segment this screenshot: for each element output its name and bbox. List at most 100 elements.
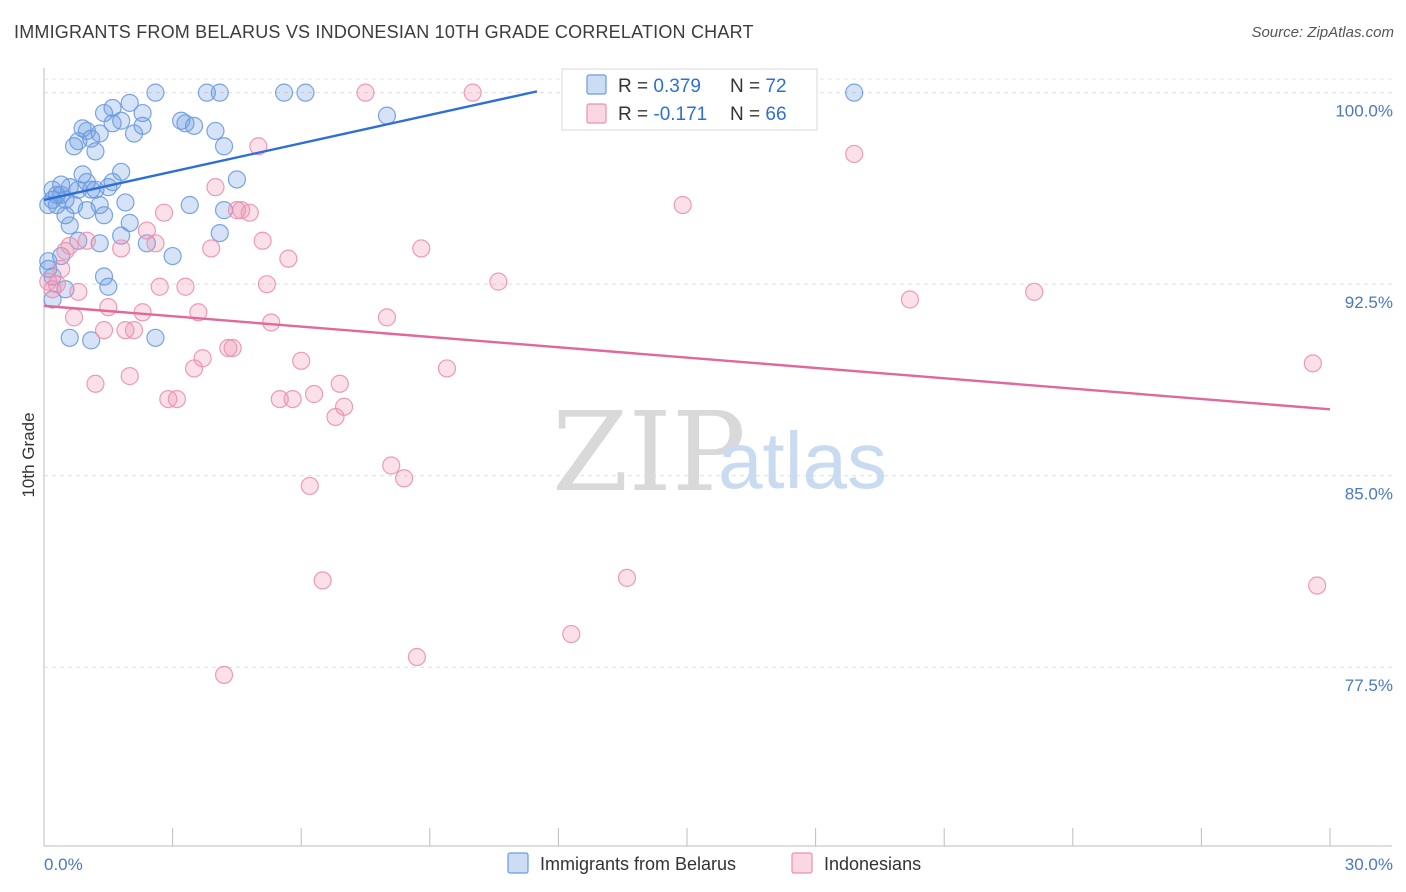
belarus-point: [94, 206, 114, 225]
belarus-point: [60, 216, 79, 235]
indonesians-point: [249, 137, 268, 156]
legend-swatch-indonesians: [586, 103, 607, 124]
x-tick-label: 30.0%: [1345, 855, 1393, 874]
belarus-point: [90, 124, 109, 143]
indonesians-point: [47, 275, 66, 294]
indonesians-point: [112, 239, 131, 258]
belarus-point: [60, 328, 79, 347]
svg-text:R = -0.171: R = -0.171: [618, 104, 707, 125]
indonesians-point: [219, 338, 238, 358]
y-tick-labels: 100.0% 92.5% 85.0% 77.5%: [1335, 102, 1393, 696]
indonesians-point: [562, 624, 581, 644]
belarus-trend-line: [43, 90, 538, 202]
legend-swatch-belarus: [586, 74, 607, 95]
indonesians-point: [64, 308, 84, 327]
y-tick-label: 92.5%: [1345, 293, 1393, 312]
indonesians-point: [463, 83, 482, 102]
x-tick-label: 0.0%: [44, 855, 83, 874]
indonesians-point: [356, 83, 375, 102]
indonesians-point: [69, 282, 88, 301]
series-legend-swatch-belarus: [507, 852, 529, 874]
belarus-point: [377, 106, 397, 125]
indonesians-point: [240, 203, 259, 222]
indonesians-point: [437, 359, 457, 378]
gridlines: [44, 78, 1392, 668]
indonesians-point: [60, 236, 79, 255]
watermark-atlas: atlas: [718, 416, 887, 505]
indonesians-point: [300, 476, 319, 496]
indonesians-point: [617, 568, 637, 587]
legend-r-value: 0.379: [653, 76, 701, 97]
belarus-point: [163, 246, 182, 266]
watermark-zip: ZIP: [552, 388, 746, 516]
indonesians-point: [407, 647, 427, 667]
stats-legend-indonesians: R = -0.171 N = 66: [586, 103, 787, 125]
watermark: ZIP atlas: [552, 388, 887, 516]
y-tick-label: 77.5%: [1345, 676, 1393, 695]
indonesians-point: [313, 571, 332, 590]
belarus-point: [133, 116, 152, 135]
y-tick-label: 100.0%: [1335, 102, 1393, 121]
legend-r-label: R =: [618, 76, 653, 97]
belarus-point: [116, 193, 135, 212]
belarus-point: [120, 93, 139, 112]
indonesians-point: [279, 249, 298, 268]
belarus-point: [112, 226, 131, 245]
indonesians-point: [900, 290, 920, 309]
belarus-point: [112, 162, 131, 181]
belarus-point: [845, 83, 864, 102]
indonesians-point: [189, 303, 208, 322]
indonesians-point: [412, 239, 431, 258]
y-axis-label: 10th Grade: [19, 412, 38, 497]
legend-r-value: -0.171: [653, 104, 707, 125]
indonesians-point: [120, 367, 139, 386]
indonesians-trend-line: [43, 304, 1331, 411]
indonesians-point: [253, 231, 272, 250]
indonesians-point: [52, 259, 71, 278]
belarus-point: [214, 137, 234, 156]
indonesians-point: [394, 469, 414, 488]
indonesians-point: [167, 389, 186, 409]
data-points: [39, 83, 1327, 684]
belarus-point: [90, 195, 109, 215]
belarus-point: [82, 331, 101, 350]
x-tick-labels: 0.0% 30.0%: [44, 855, 1393, 874]
indonesians-point: [330, 374, 349, 393]
stats-legend: R = 0.379 N = 72 R = -0.171 N = 66: [561, 68, 818, 131]
svg-text:N = 72: N = 72: [730, 76, 787, 97]
series-legend-label-belarus: Immigrants from Belarus: [540, 854, 736, 874]
belarus-point: [133, 103, 152, 123]
legend-r-label: R =: [618, 104, 653, 125]
belarus-point: [94, 267, 114, 286]
indonesians-point: [124, 321, 144, 340]
belarus-point: [206, 121, 225, 141]
source-label: Source: ZipAtlas.com: [1251, 24, 1394, 41]
chart-title: IMMIGRANTS FROM BELARUS VS INDONESIAN 10…: [14, 22, 754, 42]
belarus-point: [146, 328, 165, 347]
series-legend-swatch-indonesians: [791, 852, 813, 874]
belarus-point: [120, 213, 139, 232]
belarus-point: [86, 142, 105, 161]
belarus-point: [274, 83, 294, 102]
belarus-point: [180, 195, 199, 215]
indonesians-point: [146, 234, 165, 253]
indonesians-point: [202, 239, 221, 258]
trend-lines: [43, 90, 1331, 411]
stats-legend-belarus: R = 0.379 N = 72: [586, 74, 787, 97]
y-tick-label: 85.0%: [1345, 485, 1393, 504]
indonesians-point: [1303, 354, 1322, 373]
indonesians-point: [1025, 282, 1044, 301]
belarus-point: [56, 206, 75, 225]
indonesians-point: [270, 389, 289, 409]
indonesians-point: [86, 374, 105, 393]
indonesians-point: [154, 203, 174, 222]
legend-n-value: 66: [765, 104, 786, 125]
indonesians-point: [489, 272, 508, 291]
indonesians-point: [150, 277, 169, 296]
indonesians-point: [377, 308, 397, 327]
indonesians-point: [193, 349, 212, 368]
belarus-point: [99, 277, 118, 296]
legend-n-value: 72: [765, 76, 786, 97]
indonesians-point: [304, 384, 324, 404]
belarus-point: [296, 83, 315, 102]
